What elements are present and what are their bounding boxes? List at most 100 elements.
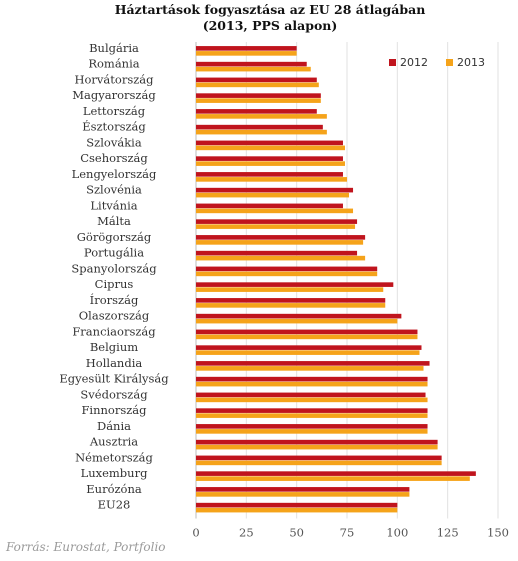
category-label: Horvátország (74, 72, 154, 86)
bar-2013 (196, 381, 428, 387)
x-tick-label: 75 (340, 526, 355, 540)
bar-2012 (196, 93, 321, 98)
bar-2013 (196, 507, 398, 513)
source-note: Forrás: Eurostat, Portfolio (6, 540, 166, 554)
category-label: Eurózóna (86, 482, 142, 496)
category-label: Görögország (77, 230, 152, 244)
category-label: Franciaország (72, 324, 156, 338)
category-label: Románia (88, 57, 139, 71)
bar-2013 (196, 429, 428, 434)
category-label: Olaszország (79, 309, 150, 323)
category-label: Spanyolország (71, 261, 157, 275)
category-label: EU28 (98, 498, 131, 512)
category-label: Lengyelország (72, 167, 157, 181)
bar-2012 (196, 61, 307, 67)
bar-2012 (196, 376, 428, 382)
bar-2013 (196, 350, 420, 355)
bar-2013 (196, 397, 428, 403)
bar-2013 (196, 114, 327, 119)
bar-2012 (196, 345, 422, 350)
x-tick-labels: 0 25 50 75 100 125 150 (192, 526, 509, 540)
bar-2013 (196, 240, 364, 245)
category-label: Finnország (81, 403, 147, 417)
bar-2012 (196, 203, 343, 209)
bar-2012 (196, 298, 386, 303)
bar-2012 (196, 140, 343, 146)
bar-2012 (196, 219, 358, 224)
category-label: Szlovákia (86, 135, 142, 149)
bar-2013 (196, 82, 319, 88)
category-label: Málta (97, 214, 131, 228)
chart-title: Háztartások fogyasztása az EU 28 átlagáb… (0, 2, 518, 34)
bar-2012 (196, 502, 398, 508)
bar-2012 (196, 471, 476, 476)
category-label: Belgium (90, 340, 138, 354)
bar-2013 (196, 98, 321, 103)
bar-2012 (196, 392, 426, 398)
bars (196, 46, 476, 513)
bar-2013 (196, 318, 398, 324)
category-label: Egyesült Királyság (59, 372, 169, 386)
category-label: Dánia (97, 419, 131, 433)
bar-2013 (196, 208, 354, 214)
category-label: Ciprus (95, 277, 134, 291)
x-tick-label: 0 (192, 526, 199, 540)
bar-2012 (196, 424, 428, 429)
legend: 2012 2013 (389, 56, 485, 69)
category-label: Lettország (83, 104, 146, 118)
legend-swatch-2012 (389, 59, 396, 66)
bar-2012 (196, 109, 317, 114)
chart-title-line: Háztartások fogyasztása az EU 28 átlagáb… (114, 2, 426, 17)
category-label: Írország (90, 293, 139, 307)
bar-2012 (196, 266, 378, 272)
bar-2012 (196, 439, 438, 445)
bar-2013 (196, 287, 384, 292)
bar-2013 (196, 255, 366, 261)
bar-2012 (196, 361, 430, 366)
category-label: Litvánia (90, 198, 137, 212)
category-label: Bulgária (89, 41, 139, 55)
bar-2013 (196, 177, 347, 182)
bar-2013 (196, 413, 428, 418)
bar-2012 (196, 124, 323, 130)
bar-2013 (196, 224, 356, 229)
grid-lines (195, 42, 499, 519)
x-tick-label: 100 (386, 526, 408, 540)
category-label: Észtország (82, 120, 146, 134)
bar-2012 (196, 487, 410, 492)
category-label: Portugália (84, 246, 144, 260)
category-label: Hollandia (86, 356, 143, 370)
bar-2013 (196, 129, 327, 135)
bar-2012 (196, 250, 358, 256)
legend-label-2013: 2013 (457, 56, 485, 69)
bar-2012 (196, 235, 366, 240)
category-label: Ausztria (89, 435, 138, 449)
category-label: Svédország (80, 387, 148, 401)
bar-2012 (196, 187, 354, 193)
bar-2013 (196, 366, 424, 371)
bar-2013 (196, 271, 378, 277)
category-label: Luxemburg (81, 466, 149, 480)
x-tick-label: 125 (437, 526, 459, 540)
bar-2013 (196, 492, 410, 497)
legend-swatch-2013 (446, 59, 453, 66)
bar-2013 (196, 161, 345, 166)
bar-2012 (196, 156, 343, 161)
bar-2013 (196, 334, 418, 340)
bar-2012 (196, 46, 297, 51)
category-label: Németország (75, 450, 153, 464)
bar-2013 (196, 476, 470, 481)
bar-2013 (196, 145, 345, 151)
category-label: Szlovénia (86, 183, 142, 197)
bar-2012 (196, 282, 394, 287)
x-tick-label: 50 (289, 526, 304, 540)
bar-2012 (196, 77, 317, 83)
bar-2012 (196, 313, 402, 319)
bar-2013 (196, 51, 297, 56)
x-tick-label: 150 (487, 526, 509, 540)
category-label: Csehország (80, 151, 148, 165)
bar-2012 (196, 172, 343, 177)
category-label: Magyarország (72, 88, 156, 102)
